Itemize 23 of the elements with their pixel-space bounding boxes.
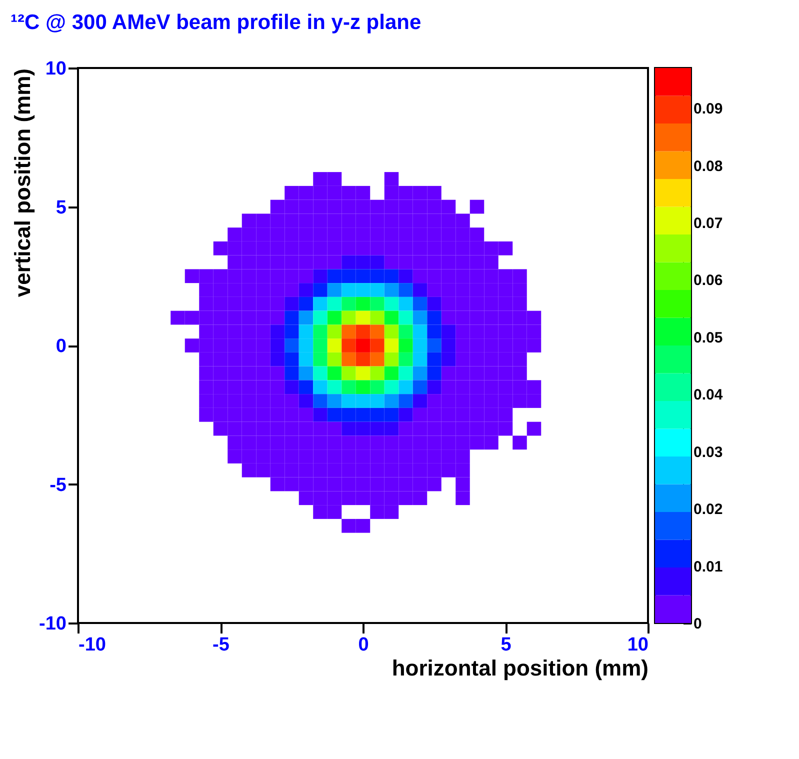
color-bar-label: 0.06 <box>694 272 723 290</box>
y-tick-label: 5 <box>56 197 67 218</box>
color-bar-label: 0.04 <box>694 386 724 404</box>
x-tick-label: 0 <box>358 634 369 656</box>
color-bar-label: 0.08 <box>694 158 723 175</box>
x-tick-label: -5 <box>212 634 230 656</box>
color-bar-label: 0.07 <box>694 214 723 232</box>
color-bar-label: 0 <box>694 616 702 632</box>
color-bar-label: 0.05 <box>694 329 723 346</box>
y-tick-label: 10 <box>45 58 66 80</box>
x-tick-label: -10 <box>78 634 106 656</box>
color-bar-label: 0.09 <box>694 100 723 118</box>
y-axis-title: vertical position (mm) <box>10 68 36 298</box>
y-tick-label: 0 <box>56 336 66 357</box>
x-tick-label: 10 <box>627 634 648 656</box>
chart-title: ¹²C @ 300 AMeV beam profile in y-z plane <box>10 11 422 34</box>
color-bar-label: 0.01 <box>694 558 723 576</box>
y-tick-label: -10 <box>39 614 66 634</box>
y-tick-label: -5 <box>50 474 67 496</box>
color-bar-label: 0.02 <box>694 501 723 518</box>
x-tick-label: 5 <box>500 634 512 656</box>
color-bar-label: 0.03 <box>694 444 723 461</box>
x-axis-title: horizontal position (mm) <box>392 656 648 680</box>
